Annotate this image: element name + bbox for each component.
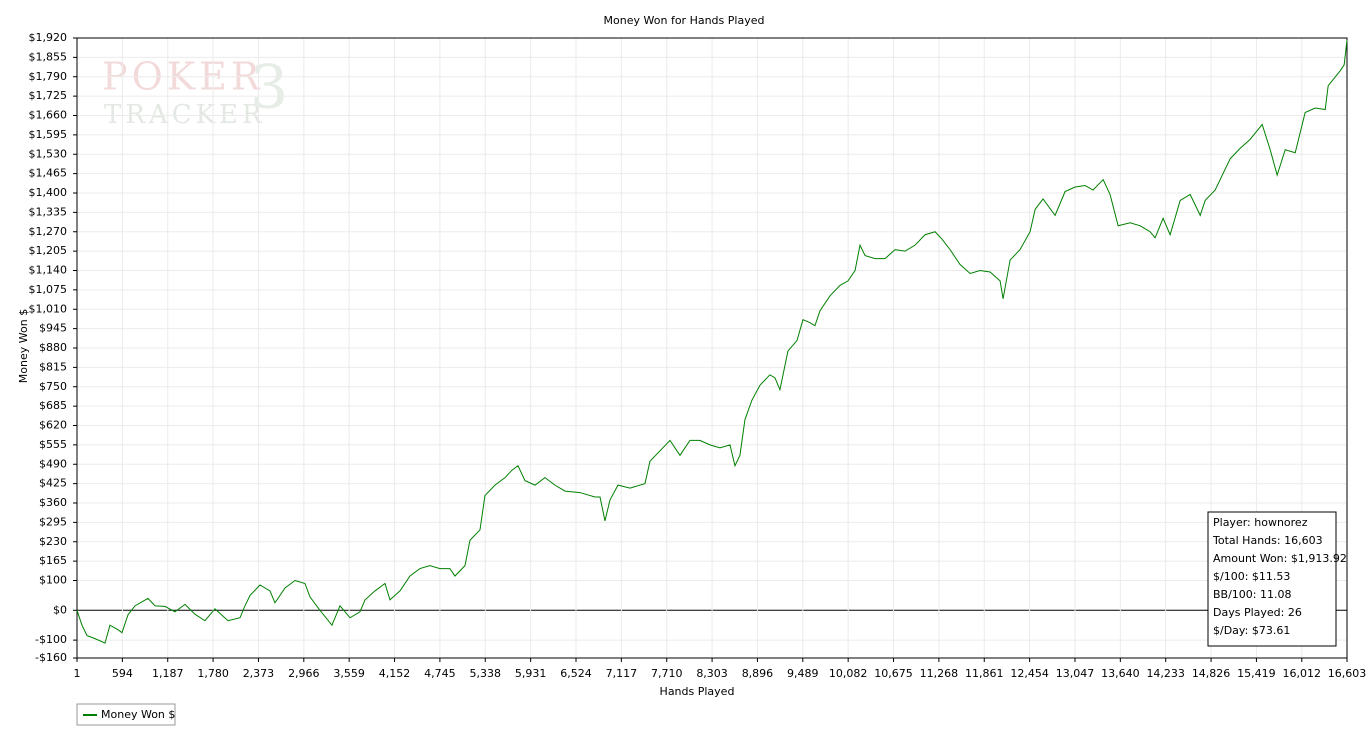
y-tick-label: $1,855 xyxy=(29,50,68,63)
y-tick-label: $1,205 xyxy=(29,244,68,257)
x-tick-label: 9,489 xyxy=(787,667,819,680)
x-tick-label: 12,454 xyxy=(1010,667,1049,680)
y-tick-label: $1,920 xyxy=(29,31,68,44)
x-tick-label: 1,780 xyxy=(197,667,229,680)
chart-title: Money Won for Hands Played xyxy=(604,14,765,27)
x-tick-label: 2,966 xyxy=(288,667,320,680)
y-tick-label: $100 xyxy=(39,574,67,587)
y-axis-label: Money Won $ xyxy=(17,309,30,383)
x-tick-label: 15,419 xyxy=(1237,667,1276,680)
y-tick-label: $1,335 xyxy=(29,205,68,218)
x-tick-label: 8,303 xyxy=(696,667,728,680)
info-line: Total Hands: 16,603 xyxy=(1212,534,1323,547)
info-line: Amount Won: $1,913.92 xyxy=(1213,552,1347,565)
y-tick-label: -$100 xyxy=(35,633,67,646)
x-tick-label: 1 xyxy=(74,667,81,680)
info-line: $/100: $11.53 xyxy=(1213,570,1290,583)
x-tick-label: 3,559 xyxy=(333,667,365,680)
x-tick-label: 1,187 xyxy=(152,667,184,680)
info-line: $/Day: $73.61 xyxy=(1213,624,1290,637)
y-tick-label: $165 xyxy=(39,554,67,567)
info-line: BB/100: 11.08 xyxy=(1213,588,1292,601)
y-tick-label: $0 xyxy=(53,603,67,616)
y-tick-label: $555 xyxy=(39,438,67,451)
x-tick-label: 13,047 xyxy=(1056,667,1095,680)
x-tick-label: 4,152 xyxy=(379,667,411,680)
legend-label: Money Won $ xyxy=(101,708,175,721)
y-tick-label: $620 xyxy=(39,419,67,432)
y-tick-label: $945 xyxy=(39,322,67,335)
x-tick-label: 13,640 xyxy=(1101,667,1140,680)
y-tick-label: $1,595 xyxy=(29,128,68,141)
x-tick-label: 7,117 xyxy=(606,667,638,680)
x-tick-label: 16,012 xyxy=(1283,667,1322,680)
y-tick-label: $1,790 xyxy=(29,70,68,83)
x-tick-label: 11,268 xyxy=(920,667,959,680)
series-line xyxy=(76,40,1348,644)
legend-box xyxy=(76,703,176,726)
y-tick-label: $1,530 xyxy=(29,147,68,160)
y-tick-label: $1,010 xyxy=(29,302,68,315)
x-tick-label: 10,082 xyxy=(829,667,868,680)
y-tick-label: $230 xyxy=(39,535,67,548)
info-box xyxy=(1207,511,1337,647)
y-tick-label: $880 xyxy=(39,341,67,354)
y-tick-label: $1,075 xyxy=(29,283,68,296)
watermark: 3 xyxy=(250,53,288,123)
y-tick-label: $1,725 xyxy=(29,89,68,102)
y-tick-label: $490 xyxy=(39,457,67,470)
x-tick-label: 16,603 xyxy=(1328,667,1367,680)
y-tick-label: $1,400 xyxy=(29,186,68,199)
y-tick-label: -$160 xyxy=(35,651,67,664)
y-tick-label: $1,270 xyxy=(29,225,68,238)
y-tick-label: $360 xyxy=(39,496,67,509)
x-tick-label: 6,524 xyxy=(560,667,592,680)
x-tick-label: 7,710 xyxy=(651,667,683,680)
info-line: Player: hownorez xyxy=(1213,516,1308,529)
info-line: Days Played: 26 xyxy=(1213,606,1302,619)
y-tick-label: $1,660 xyxy=(29,109,68,122)
x-tick-label: 14,826 xyxy=(1192,667,1231,680)
x-tick-label: 2,373 xyxy=(243,667,275,680)
x-tick-label: 11,861 xyxy=(965,667,1004,680)
y-tick-label: $750 xyxy=(39,380,67,393)
x-tick-label: 10,675 xyxy=(874,667,913,680)
x-tick-label: 5,338 xyxy=(470,667,502,680)
y-tick-label: $685 xyxy=(39,399,67,412)
x-tick-label: 4,745 xyxy=(424,667,456,680)
y-tick-label: $1,140 xyxy=(29,264,68,277)
y-tick-label: $425 xyxy=(39,477,67,490)
y-tick-label: $295 xyxy=(39,515,67,528)
plot-frame xyxy=(76,37,1348,659)
x-tick-label: 14,233 xyxy=(1146,667,1185,680)
x-tick-label: 5,931 xyxy=(515,667,547,680)
x-tick-label: 8,896 xyxy=(742,667,774,680)
x-axis-label: Hands Played xyxy=(660,685,735,698)
y-tick-label: $1,465 xyxy=(29,167,68,180)
x-tick-label: 594 xyxy=(112,667,133,680)
y-tick-label: $815 xyxy=(39,360,67,373)
